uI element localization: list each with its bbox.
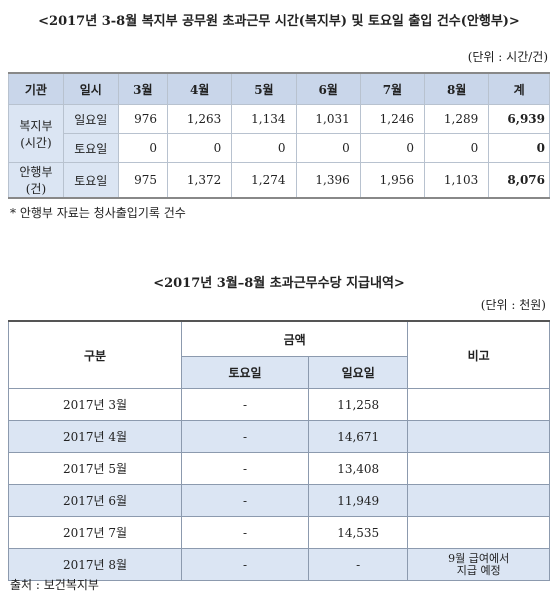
row: 안행부 (건) 토요일 975 1,372 1,274 1,396 1,956 1,103 8,0…: [8, 162, 550, 199]
org-cell: 복지부 (시간): [8, 104, 64, 163]
row: 2017년 8월 - -9월 급여에서 지급 예정: [8, 548, 550, 581]
remark-cell: [407, 420, 550, 453]
value-cell: 1,274: [231, 162, 297, 199]
period-cell: 2017년 4월: [8, 420, 182, 453]
table2: 구분 금액 비고 토요일 일요일 2017년 3월 -11,258 2017년 4월 -14,6…: [8, 320, 550, 581]
sun-cell: 13,408: [307, 452, 409, 485]
header-cell: 계: [488, 72, 550, 105]
table1-title: <2017년 3-8월 복지부 공무원 초과근무 시간(복지부) 및 토요일 출…: [38, 14, 520, 29]
row: 복지부 (시간) 일요일 976 1,263 1,134 1,031 1,246 1,289 6,…: [8, 104, 550, 163]
row: 2017년 3월 -11,258: [8, 388, 550, 421]
table2-title: <2017년 3월–8월 초과근무수당 지급내역>: [153, 276, 405, 291]
value-cell: 1,134: [231, 104, 297, 134]
sun-cell: -: [307, 548, 409, 581]
header-cell: 8월: [424, 72, 490, 105]
day-cell: 일요일: [62, 104, 119, 134]
total-cell: 8,076: [488, 162, 550, 199]
remark-cell: [407, 484, 550, 517]
table1-note: * 안행부 자료는 청사출입기록 건수: [10, 206, 186, 220]
value-cell: 1,246: [359, 104, 426, 134]
header-row: 기관 일시 3월 4월 5월 6월 7월 8월 계: [8, 72, 550, 105]
remark-cell: 9월 급여에서 지급 예정: [407, 548, 550, 581]
value-cell: 1,103: [424, 162, 490, 199]
day-cell: 토요일: [62, 162, 119, 199]
row: 토요일 0 0 0 0 0 0 0: [9, 133, 550, 163]
org-line: 안행부: [19, 165, 53, 179]
header-cell: 구분: [8, 320, 182, 389]
header-cell: 일요일: [307, 356, 409, 389]
value-cell: 0: [295, 133, 361, 163]
org-line: (시간): [20, 135, 52, 150]
sat-cell: -: [181, 388, 309, 421]
row: 2017년 5월 -13,408: [8, 452, 550, 485]
value-cell: 1,031: [295, 104, 361, 134]
header-cell: 토요일: [181, 356, 309, 389]
header-cell: 일시: [62, 72, 119, 105]
value-cell: 0: [231, 133, 297, 163]
value-cell: 0: [167, 133, 233, 163]
header-cell: 기관: [8, 72, 64, 105]
value-cell: 0: [117, 133, 169, 163]
sun-cell: 11,949: [307, 484, 409, 517]
value-cell: 1,396: [295, 162, 361, 199]
row: 2017년 4월 -14,671: [8, 420, 550, 453]
period-cell: 2017년 8월: [8, 548, 182, 581]
period-cell: 2017년 6월: [8, 484, 182, 517]
row: 2017년 6월 -11,949: [8, 484, 550, 517]
value-cell: 1,289: [424, 104, 490, 134]
sun-cell: 11,258: [307, 388, 409, 421]
header-row: 토요일 일요일: [9, 356, 550, 389]
org-line: 복지부: [19, 118, 53, 133]
value-cell: 1,372: [167, 162, 233, 199]
header-row: 구분 금액 비고: [8, 320, 550, 389]
day-cell: 토요일: [62, 133, 119, 163]
remark-cell: [407, 452, 550, 485]
sat-cell: -: [181, 452, 309, 485]
sat-cell: -: [181, 484, 309, 517]
table1-unit: (단위 : 시간/건): [467, 50, 548, 64]
remark-line: 지급 예정: [456, 563, 501, 577]
remark-line: 9월 급여에서: [448, 551, 510, 565]
header-cell: 4월: [167, 72, 233, 105]
value-cell: 1,956: [359, 162, 426, 199]
value-cell: 1,263: [167, 104, 233, 134]
header-cell: 금액: [180, 320, 409, 357]
value-cell: 976: [117, 104, 169, 134]
sat-cell: -: [181, 420, 309, 453]
total-cell: 0: [488, 133, 550, 163]
period-cell: 2017년 7월: [8, 516, 182, 549]
header-cell: 3월: [117, 72, 169, 105]
period-cell: 2017년 3월: [8, 388, 182, 421]
sun-cell: 14,535: [307, 516, 409, 549]
total-cell: 6,939: [488, 104, 550, 134]
org-cell: 안행부 (건): [8, 162, 64, 199]
row: 2017년 7월 -14,535: [8, 516, 550, 549]
remark-cell: [407, 516, 550, 549]
value-cell: 0: [359, 133, 426, 163]
table2-unit: (단위 : 천원): [480, 298, 546, 312]
sat-cell: -: [181, 548, 309, 581]
value-cell: 975: [117, 162, 169, 199]
source: 출처 : 보건복지부: [10, 578, 99, 592]
sun-cell: 14,671: [307, 420, 409, 453]
org-line: (건): [25, 182, 47, 196]
header-cell: 7월: [359, 72, 426, 105]
header-cell: 5월: [231, 72, 297, 105]
header-cell: 6월: [295, 72, 361, 105]
value-cell: 0: [424, 133, 490, 163]
period-cell: 2017년 5월: [8, 452, 182, 485]
sat-cell: -: [181, 516, 309, 549]
remark-cell: [407, 388, 550, 421]
header-cell: 비고: [407, 320, 550, 389]
